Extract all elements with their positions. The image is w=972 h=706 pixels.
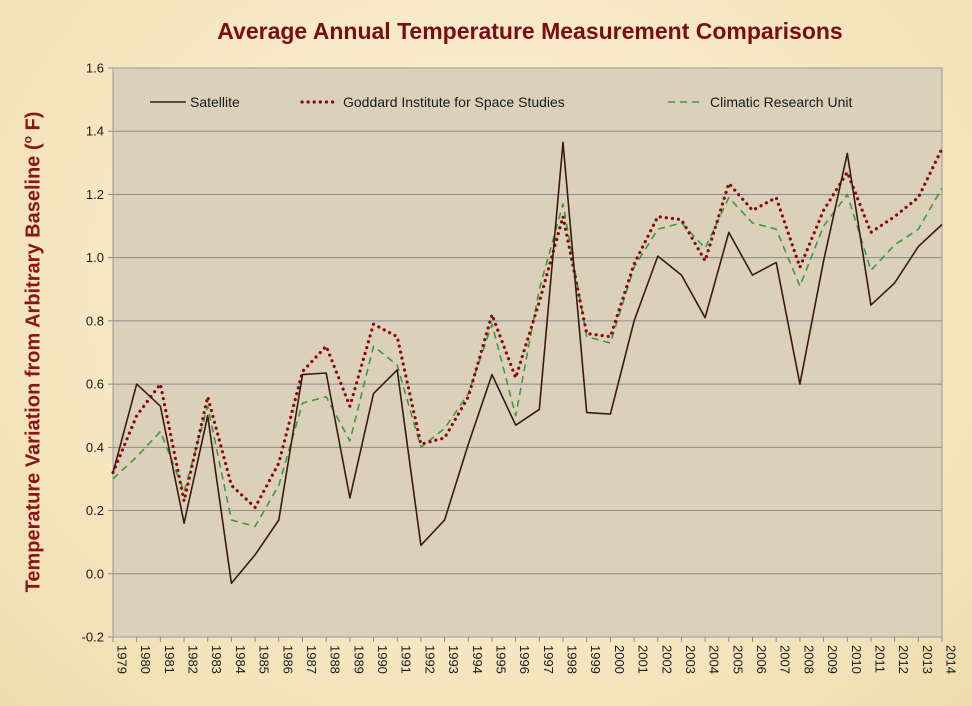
x-tick-label: 1988 — [328, 645, 343, 674]
y-tick-label: 0.6 — [86, 377, 104, 392]
x-tick-label: 2012 — [896, 645, 911, 674]
x-tick-label: 1982 — [186, 645, 201, 674]
y-axis-ticks: -0.2 0.0 0.2 0.4 0.6 0.8 1.0 1.2 1.4 1.6 — [82, 61, 113, 645]
x-tick-label: 1981 — [162, 645, 177, 674]
x-tick-label: 2001 — [636, 645, 651, 674]
x-tick-label: 2014 — [944, 645, 959, 674]
x-tick-label: 1983 — [209, 645, 224, 674]
plot-area — [112, 67, 943, 638]
y-tick-label: 0.4 — [86, 440, 104, 455]
x-tick-label: 2007 — [778, 645, 793, 674]
x-tick-label: 1984 — [233, 645, 248, 674]
x-tick-label: 1998 — [565, 645, 580, 674]
x-tick-label: 1979 — [115, 645, 130, 674]
x-tick-label: 2011 — [872, 645, 887, 673]
y-tick-label: 0.8 — [86, 313, 104, 328]
x-tick-label: 1991 — [399, 645, 414, 674]
x-tick-label: 1997 — [541, 645, 556, 674]
x-tick-label: 2002 — [659, 645, 674, 674]
x-axis-ticks: 1979 1980 1981 1982 1983 1984 1985 1986 1987 1988… — [112, 637, 959, 674]
x-tick-label: 1990 — [375, 645, 390, 674]
x-tick-label: 2005 — [730, 645, 745, 674]
series-line-1 — [111, 147, 944, 509]
x-tick-label: 2009 — [825, 645, 840, 674]
chart-title: Average Annual Temperature Measurement C… — [217, 18, 843, 44]
y-tick-label: -0.2 — [82, 630, 104, 645]
x-tick-label: 1985 — [257, 645, 272, 674]
y-tick-label: 1.6 — [86, 61, 104, 76]
x-tick-label: 1986 — [280, 645, 295, 674]
gridlines — [113, 130, 942, 575]
y-tick-label: 1.2 — [86, 187, 104, 202]
y-tick-label: 1.0 — [86, 250, 104, 265]
x-tick-label: 1980 — [138, 645, 153, 674]
x-tick-label: 2004 — [707, 645, 722, 674]
y-tick-label: 0.2 — [86, 503, 104, 518]
series-lines — [111, 141, 944, 585]
series-line-2 — [112, 187, 943, 528]
x-tick-label: 2003 — [683, 645, 698, 674]
x-tick-label: 1987 — [304, 645, 319, 674]
x-tick-label: 1994 — [470, 645, 485, 674]
y-tick-label: 1.4 — [86, 124, 104, 139]
x-tick-label: 2013 — [920, 645, 935, 674]
x-tick-label: 2008 — [801, 645, 816, 674]
x-tick-label: 2000 — [612, 645, 627, 674]
legend-label-1: Goddard Institute for Space Studies — [343, 94, 565, 110]
legend-label-2: Climatic Research Unit — [710, 94, 852, 110]
x-tick-label: 1992 — [422, 645, 437, 674]
x-tick-label: 1999 — [588, 645, 603, 674]
x-tick-label: 1989 — [351, 645, 366, 674]
legend-label-0: Satellite — [190, 94, 240, 110]
x-tick-label: 1995 — [493, 645, 508, 674]
x-tick-label: 2006 — [754, 645, 769, 674]
series-line-0 — [112, 141, 943, 585]
legend: Satellite Goddard Institute for Space Stu… — [150, 94, 852, 110]
x-tick-label: 1996 — [517, 645, 532, 674]
x-tick-label: 2010 — [849, 645, 864, 674]
x-tick-label: 1993 — [446, 645, 461, 674]
y-tick-label: 0.0 — [86, 566, 104, 581]
